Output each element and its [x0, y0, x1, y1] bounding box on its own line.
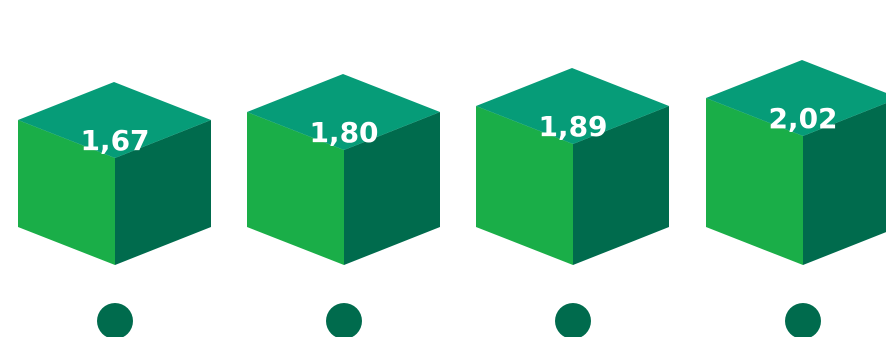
cube-bar: 1,67: [18, 82, 211, 265]
cube-bar: 1,89: [476, 68, 669, 265]
cube-front-face: [247, 112, 344, 265]
value-label: 1,67: [80, 124, 149, 157]
category-marker-dot: [97, 303, 133, 337]
cube-top-face: [706, 60, 886, 136]
value-label: 1,80: [309, 116, 378, 149]
value-label: 1,89: [538, 110, 607, 143]
category-marker-dot: [785, 303, 821, 337]
cube-side-face: [803, 103, 886, 265]
cubes-layer: 1,67 1,80 1,89 2,02: [18, 60, 886, 265]
category-marker-dot: [555, 303, 591, 337]
cube-top-face: [18, 82, 211, 158]
cube-side-face: [115, 120, 211, 265]
cube-front-face: [18, 120, 115, 265]
cube-bar: 2,02: [706, 60, 886, 265]
cube-bar: 1,80: [247, 74, 440, 265]
cube-front-face: [706, 98, 803, 265]
cube-top-face: [247, 74, 440, 150]
cube-front-face: [476, 106, 573, 265]
markers-layer: [97, 303, 821, 337]
value-label: 2,02: [768, 102, 837, 135]
category-marker-dot: [326, 303, 362, 337]
cube-side-face: [573, 106, 669, 265]
cube-top-face: [476, 68, 669, 144]
cube-side-face: [344, 112, 440, 265]
